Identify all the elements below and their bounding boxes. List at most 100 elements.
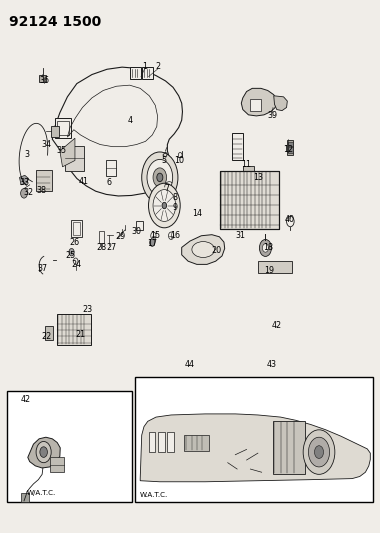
Bar bbox=[51, 457, 63, 472]
Text: 16: 16 bbox=[170, 231, 180, 240]
Bar bbox=[243, 166, 254, 175]
Polygon shape bbox=[28, 437, 60, 468]
Text: 17: 17 bbox=[147, 239, 157, 248]
Circle shape bbox=[157, 173, 163, 182]
Polygon shape bbox=[19, 175, 28, 185]
Bar bbox=[250, 100, 261, 111]
Text: 3: 3 bbox=[25, 150, 30, 159]
Bar bbox=[149, 432, 155, 452]
Text: 39: 39 bbox=[267, 111, 277, 120]
Polygon shape bbox=[274, 96, 287, 111]
Text: 19: 19 bbox=[264, 266, 274, 275]
Bar bbox=[21, 494, 29, 502]
Text: 14: 14 bbox=[193, 209, 203, 218]
Circle shape bbox=[315, 446, 323, 458]
Text: 25: 25 bbox=[66, 252, 76, 261]
Bar bbox=[36, 170, 52, 191]
Text: 15: 15 bbox=[150, 231, 160, 240]
Circle shape bbox=[263, 244, 268, 252]
Circle shape bbox=[162, 203, 166, 209]
Bar bbox=[39, 75, 46, 82]
Text: 8: 8 bbox=[173, 193, 177, 202]
Circle shape bbox=[149, 183, 180, 228]
Text: 38: 38 bbox=[36, 185, 46, 195]
Text: 36: 36 bbox=[40, 76, 49, 85]
Bar bbox=[45, 326, 53, 340]
Bar bbox=[158, 432, 165, 452]
Bar bbox=[65, 146, 84, 171]
Circle shape bbox=[309, 437, 329, 467]
Bar bbox=[287, 140, 293, 155]
Text: 7: 7 bbox=[164, 183, 169, 192]
Text: 44: 44 bbox=[184, 360, 194, 368]
Text: 37: 37 bbox=[37, 264, 47, 273]
Bar bbox=[220, 171, 279, 229]
Text: W/A.T.C.: W/A.T.C. bbox=[27, 489, 56, 496]
Bar bbox=[130, 67, 141, 79]
Bar bbox=[142, 67, 153, 79]
Circle shape bbox=[69, 248, 74, 256]
Bar bbox=[167, 432, 174, 452]
Bar bbox=[258, 261, 292, 273]
Bar bbox=[73, 222, 80, 235]
Text: 27: 27 bbox=[106, 243, 117, 252]
Bar bbox=[184, 435, 209, 451]
Text: 40: 40 bbox=[285, 215, 295, 224]
Text: 35: 35 bbox=[56, 147, 66, 156]
Text: 33: 33 bbox=[19, 178, 29, 187]
Bar bbox=[135, 377, 373, 502]
Bar bbox=[51, 126, 60, 136]
Text: 30: 30 bbox=[131, 227, 141, 236]
Text: 12: 12 bbox=[283, 146, 293, 155]
Circle shape bbox=[153, 190, 176, 221]
Text: W.A.T.C.: W.A.T.C. bbox=[140, 491, 168, 498]
Bar bbox=[57, 314, 91, 345]
Polygon shape bbox=[241, 88, 277, 116]
Text: 1: 1 bbox=[142, 62, 147, 70]
Text: 23: 23 bbox=[82, 305, 92, 314]
Text: 34: 34 bbox=[42, 140, 52, 149]
Circle shape bbox=[303, 430, 335, 474]
Text: 2: 2 bbox=[155, 62, 160, 70]
Bar bbox=[106, 160, 116, 176]
Text: 43: 43 bbox=[266, 360, 277, 368]
Bar bbox=[7, 391, 131, 502]
Bar bbox=[136, 221, 143, 230]
Text: 32: 32 bbox=[24, 188, 33, 197]
Polygon shape bbox=[182, 235, 225, 264]
Text: 42: 42 bbox=[21, 394, 31, 403]
Circle shape bbox=[40, 447, 48, 457]
Text: 13: 13 bbox=[253, 173, 263, 182]
Text: 28: 28 bbox=[96, 243, 106, 252]
Bar bbox=[220, 171, 279, 229]
Bar bbox=[71, 220, 82, 237]
Circle shape bbox=[147, 159, 173, 196]
Bar bbox=[288, 142, 293, 146]
Circle shape bbox=[36, 441, 51, 463]
Bar bbox=[273, 421, 305, 474]
Polygon shape bbox=[60, 138, 75, 167]
Text: 18: 18 bbox=[263, 243, 274, 252]
Text: 29: 29 bbox=[116, 232, 126, 241]
Circle shape bbox=[21, 189, 27, 198]
Circle shape bbox=[153, 168, 166, 187]
Text: 20: 20 bbox=[211, 246, 222, 255]
Bar bbox=[99, 231, 104, 243]
Bar bbox=[288, 147, 293, 152]
Text: 92124 1500: 92124 1500 bbox=[9, 14, 101, 29]
Ellipse shape bbox=[192, 241, 215, 257]
Circle shape bbox=[150, 239, 155, 246]
Text: 21: 21 bbox=[76, 330, 86, 339]
Text: 24: 24 bbox=[72, 260, 82, 269]
Circle shape bbox=[260, 239, 271, 256]
Polygon shape bbox=[140, 414, 370, 482]
Text: 41: 41 bbox=[79, 177, 89, 186]
Text: 4: 4 bbox=[127, 116, 132, 125]
Bar bbox=[232, 133, 243, 160]
Bar bbox=[55, 118, 71, 138]
Text: 10: 10 bbox=[174, 156, 184, 165]
Text: 42: 42 bbox=[272, 321, 282, 330]
Text: 22: 22 bbox=[41, 332, 52, 341]
Text: 5: 5 bbox=[161, 156, 166, 165]
Text: 11: 11 bbox=[242, 160, 252, 169]
